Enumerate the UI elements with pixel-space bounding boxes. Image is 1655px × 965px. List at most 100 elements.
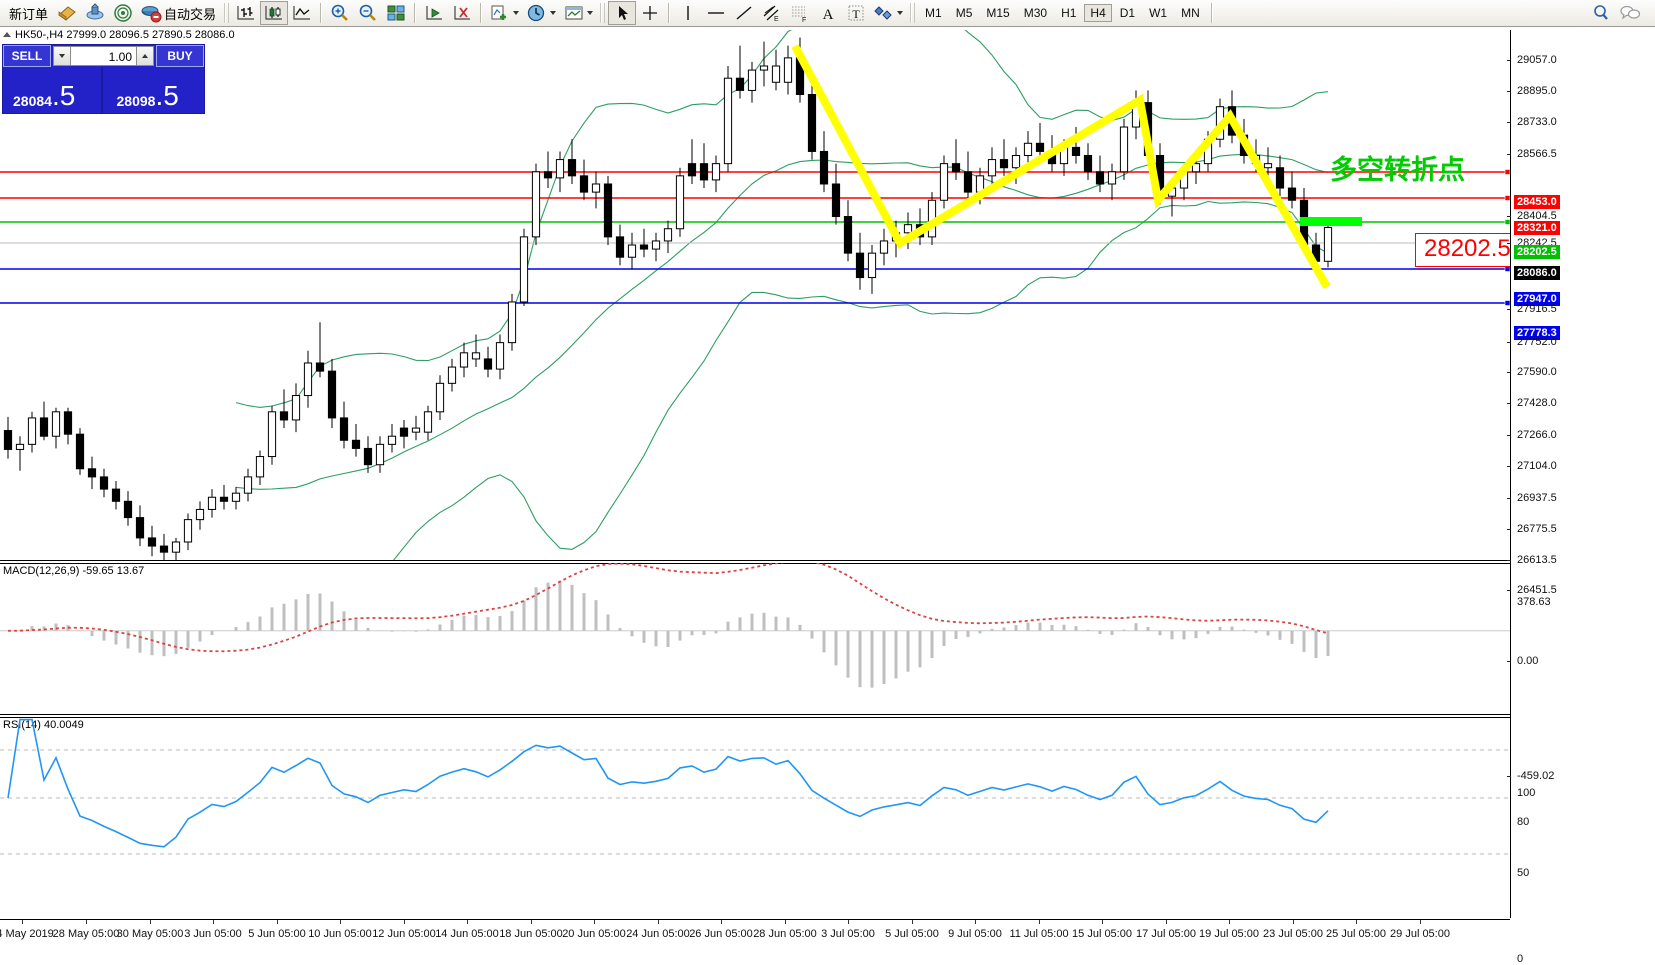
volume-decrease-button[interactable] bbox=[53, 46, 71, 66]
toolbar-grip[interactable] bbox=[224, 3, 230, 23]
timeframe-m5[interactable]: M5 bbox=[955, 6, 973, 20]
expert-advisor-button[interactable] bbox=[53, 1, 81, 25]
zoom-in-button[interactable] bbox=[326, 1, 354, 25]
volume-increase-button[interactable] bbox=[136, 46, 154, 66]
timeframe-d1[interactable]: D1 bbox=[1119, 6, 1136, 20]
templates-button[interactable] bbox=[560, 1, 597, 25]
line-anchor-handle[interactable] bbox=[1504, 300, 1510, 306]
timeframe-mn[interactable]: MN bbox=[1181, 6, 1200, 20]
price-axis-label: 0.00 bbox=[1517, 655, 1539, 667]
candle-body bbox=[831, 183, 841, 218]
time-axis-tick bbox=[594, 920, 595, 924]
candle-body bbox=[243, 476, 253, 494]
timeframe-w1[interactable]: W1 bbox=[1149, 6, 1168, 20]
horizontal-line-button[interactable] bbox=[702, 1, 730, 25]
toolbar-grip-3[interactable] bbox=[910, 3, 916, 23]
equidistant-channel-button[interactable]: E bbox=[758, 1, 786, 25]
price-pane[interactable] bbox=[0, 30, 1510, 560]
chart-area[interactable]: MACD(12,26,9) -59.65 13.67 RSI(14) 40.00… bbox=[0, 30, 1520, 918]
candle-body bbox=[939, 163, 949, 201]
macd-pane[interactable] bbox=[0, 563, 1510, 713]
timeframe-h4[interactable]: H4 bbox=[1084, 4, 1112, 22]
scroll-start-button[interactable] bbox=[420, 1, 448, 25]
signals-button[interactable] bbox=[81, 1, 109, 25]
time-axis-label: 5 Jul 05:00 bbox=[885, 928, 939, 940]
new-order-button[interactable]: 新订单 bbox=[4, 1, 53, 25]
candle-body bbox=[1035, 142, 1045, 152]
volume-control[interactable]: 1.00 bbox=[53, 46, 154, 66]
market-button[interactable] bbox=[109, 1, 137, 25]
tile-windows-button[interactable] bbox=[382, 1, 410, 25]
candle-body bbox=[711, 163, 721, 181]
templates-dropdown-arrow[interactable] bbox=[585, 3, 594, 23]
timeframe-m1[interactable]: M1 bbox=[925, 6, 942, 20]
chart-text-annotation[interactable]: 多空转折点 bbox=[1330, 155, 1465, 186]
line-anchor-handle[interactable] bbox=[1504, 169, 1510, 175]
price-badge[interactable]: 28321.0 bbox=[1514, 221, 1560, 235]
search-button[interactable] bbox=[1587, 1, 1615, 25]
candlestick-chart-button[interactable] bbox=[260, 1, 289, 25]
rsi-pane[interactable] bbox=[0, 718, 1510, 878]
indicators-dropdown-arrow[interactable] bbox=[511, 3, 520, 23]
timeframe-h1[interactable]: H1 bbox=[1061, 6, 1077, 20]
candle-body bbox=[447, 366, 457, 384]
candle-body bbox=[411, 427, 421, 433]
time-axis-tick bbox=[86, 920, 87, 924]
candle-body bbox=[471, 352, 481, 360]
candle-body bbox=[843, 216, 853, 254]
sell-button[interactable]: SELL bbox=[3, 45, 51, 67]
periods-dropdown-arrow[interactable] bbox=[548, 3, 557, 23]
price-badge[interactable]: 28086.0 bbox=[1514, 266, 1560, 280]
scroll-end-button[interactable] bbox=[448, 1, 476, 25]
green-level-marker[interactable] bbox=[1300, 217, 1362, 226]
candle-body bbox=[747, 69, 757, 91]
one-click-trading-panel[interactable]: SELL 1.00 BUY 28084 .5 28098 .5 bbox=[2, 44, 205, 114]
shapes-dropdown-arrow[interactable] bbox=[895, 3, 904, 23]
time-axis-tick bbox=[1293, 920, 1294, 924]
price-badge[interactable]: 27778.3 bbox=[1514, 326, 1560, 340]
buy-button[interactable]: BUY bbox=[156, 45, 204, 67]
buy-price-display[interactable]: 28098 .5 bbox=[100, 67, 205, 113]
expand-triangle-icon[interactable] bbox=[3, 32, 11, 37]
price-axis-label: 28895.0 bbox=[1517, 85, 1557, 97]
candle-body bbox=[207, 496, 217, 510]
periods-button[interactable] bbox=[523, 1, 560, 25]
timeframe-m30[interactable]: M30 bbox=[1023, 6, 1048, 20]
crosshair-button[interactable] bbox=[636, 1, 664, 25]
timeframe-m15[interactable]: M15 bbox=[986, 6, 1010, 20]
price-scale[interactable]: 29057.0 28895.0 28733.0 28566.5 28453.0 28404… bbox=[1507, 30, 1655, 965]
cursor-button[interactable] bbox=[608, 1, 637, 25]
market-icon bbox=[112, 3, 134, 23]
vertical-line-button[interactable] bbox=[674, 1, 702, 25]
text-label-button[interactable]: A bbox=[814, 1, 842, 25]
pane-separator-2 bbox=[0, 714, 1510, 715]
sell-price-display[interactable]: 28084 .5 bbox=[3, 67, 101, 113]
trendline-button[interactable] bbox=[730, 1, 758, 25]
candle-body bbox=[603, 183, 613, 238]
yellow-trendline-drawing[interactable] bbox=[791, 44, 1331, 289]
line-chart-button[interactable] bbox=[288, 1, 316, 25]
fibonacci-button[interactable]: F bbox=[786, 1, 814, 25]
bar-chart-button[interactable] bbox=[232, 1, 260, 25]
chat-button[interactable] bbox=[1615, 1, 1643, 25]
price-badge[interactable]: 27947.0 bbox=[1514, 292, 1560, 306]
price-axis-tick bbox=[1507, 154, 1511, 155]
volume-input[interactable]: 1.00 bbox=[71, 46, 136, 66]
indicators-button[interactable] bbox=[486, 1, 523, 25]
price-axis-label: 27752.0 bbox=[1517, 336, 1557, 348]
autotrading-button[interactable]: 自动交易 bbox=[137, 1, 221, 25]
shapes-button[interactable] bbox=[870, 1, 907, 25]
line-anchor-handle[interactable] bbox=[1504, 195, 1510, 201]
candle-body bbox=[315, 362, 325, 372]
candle-body bbox=[999, 159, 1009, 169]
price-badge[interactable]: 28453.0 bbox=[1514, 195, 1560, 209]
text-button[interactable]: T bbox=[842, 1, 870, 25]
candle-body bbox=[39, 417, 49, 437]
time-axis-tick bbox=[658, 920, 659, 924]
price-badge[interactable]: 28202.5 bbox=[1514, 245, 1560, 259]
line-anchor-handle[interactable] bbox=[1504, 219, 1510, 225]
price-level-box[interactable]: 28202.5 bbox=[1415, 233, 1520, 267]
zoom-out-button[interactable] bbox=[354, 1, 382, 25]
toolbar-grip-2[interactable] bbox=[600, 3, 606, 23]
